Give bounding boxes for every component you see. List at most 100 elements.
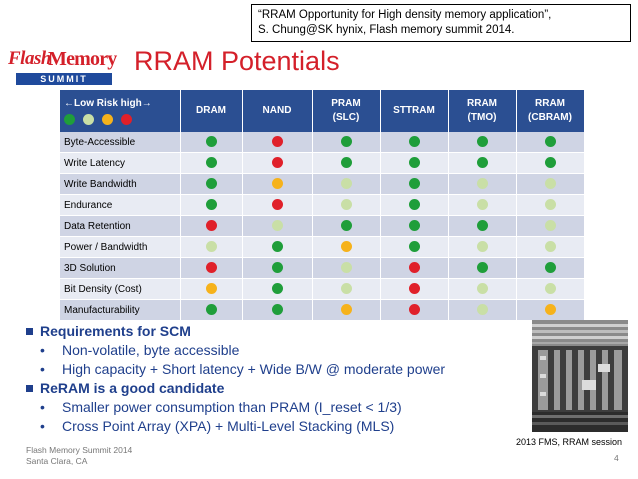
rating-cell xyxy=(516,152,585,174)
rating-cell xyxy=(242,299,313,321)
green-dot-icon xyxy=(408,220,420,232)
rating-cell xyxy=(380,236,449,258)
matrix-row: 3D Solution xyxy=(60,257,585,279)
row-label: Endurance xyxy=(60,194,181,216)
red-dot-icon xyxy=(408,283,420,295)
yellow-dot-icon xyxy=(205,283,217,295)
rating-cell xyxy=(380,299,449,321)
red-dot-icon xyxy=(408,262,420,274)
green-dot-icon xyxy=(340,136,352,148)
rating-cell xyxy=(380,215,449,237)
dot-bullet-icon: • xyxy=(40,342,45,358)
matrix-row: Data Retention xyxy=(60,215,585,237)
green-dot-icon xyxy=(340,220,352,232)
green-dot-icon xyxy=(408,241,420,253)
green-dot-icon xyxy=(205,157,217,169)
rating-cell xyxy=(516,299,585,321)
rating-cell xyxy=(312,257,381,279)
citation-line-1: “RRAM Opportunity for High density memor… xyxy=(258,9,552,21)
matrix-row: Power / Bandwidth xyxy=(60,236,585,258)
yellow-dot-icon xyxy=(271,178,283,190)
rating-cell xyxy=(380,132,449,153)
logo-flash-text: Flash xyxy=(8,48,51,69)
light-green-dot-icon xyxy=(340,178,352,190)
green-dot-icon xyxy=(476,157,488,169)
column-header: STTRAM xyxy=(380,90,449,132)
green-dot-icon xyxy=(205,304,217,316)
column-header: NAND xyxy=(242,90,313,132)
flash-memory-summit-logo: Flash Memory SUMMIT xyxy=(8,48,120,90)
rating-cell xyxy=(516,257,585,279)
rating-cell xyxy=(180,257,243,279)
photo-caption: 2013 FMS, RRAM session xyxy=(516,437,623,447)
red-dot-icon xyxy=(271,136,283,148)
rating-cell xyxy=(242,257,313,279)
rating-cell xyxy=(380,152,449,174)
bullet-sub: • Non-volatile, byte accessible xyxy=(40,342,240,358)
rram-die-photo-graphic xyxy=(532,320,628,432)
row-label: 3D Solution xyxy=(60,257,181,279)
light-green-dot-icon xyxy=(83,114,94,125)
slide-title: RRAM Potentials xyxy=(134,46,340,76)
green-dot-icon xyxy=(408,199,420,211)
red-dot-icon xyxy=(121,114,132,125)
bullet-sub: • High capacity + Short latency + Wide B/… xyxy=(40,361,446,377)
column-header: RRAM (TMO) xyxy=(448,90,517,132)
logo-summit-text: SUMMIT xyxy=(40,74,88,84)
light-green-dot-icon xyxy=(476,283,488,295)
bullet-list: Requirements for SCM • Non-volatile, byte… xyxy=(26,322,546,436)
matrix-header-row: ←Low Risk high→ DRAM NAND PRAM (SLC) STTR… xyxy=(60,90,585,132)
bullet-main: ReRAM is a good candidate xyxy=(26,379,546,398)
page-number: 4 xyxy=(614,453,619,463)
light-green-dot-icon xyxy=(476,241,488,253)
row-label: Manufacturability xyxy=(60,299,181,321)
risk-legend-label: ←Low Risk high→ xyxy=(64,98,152,109)
green-dot-icon xyxy=(205,178,217,190)
rating-cell xyxy=(448,299,517,321)
yellow-dot-icon xyxy=(544,304,556,316)
yellow-dot-icon xyxy=(340,241,352,253)
red-dot-icon xyxy=(205,262,217,274)
footer-line-1: Flash Memory Summit 2014 xyxy=(26,445,133,455)
matrix-row: Endurance xyxy=(60,194,585,216)
green-dot-icon xyxy=(544,136,556,148)
green-dot-icon xyxy=(340,157,352,169)
footer: Flash Memory Summit 2014 Santa Clara, CA xyxy=(26,445,132,467)
rating-cell xyxy=(516,132,585,153)
rating-cell xyxy=(448,215,517,237)
dot-bullet-icon: • xyxy=(40,418,45,434)
rating-cell xyxy=(180,132,243,153)
rating-matrix: ←Low Risk high→ DRAM NAND PRAM (SLC) STTR… xyxy=(60,90,585,321)
green-dot-icon xyxy=(271,262,283,274)
column-header: RRAM (CBRAM) xyxy=(516,90,585,132)
rating-cell xyxy=(180,236,243,258)
rating-cell xyxy=(516,236,585,258)
rating-cell xyxy=(180,152,243,174)
light-green-dot-icon xyxy=(544,178,556,190)
rating-cell xyxy=(312,236,381,258)
green-dot-icon xyxy=(476,220,488,232)
rating-cell xyxy=(448,152,517,174)
rating-cell xyxy=(380,278,449,300)
rating-cell xyxy=(312,215,381,237)
green-dot-icon xyxy=(408,178,420,190)
rating-cell xyxy=(380,173,449,195)
green-dot-icon xyxy=(271,304,283,316)
green-dot-icon xyxy=(271,283,283,295)
light-green-dot-icon xyxy=(544,241,556,253)
rating-cell xyxy=(448,132,517,153)
rating-cell xyxy=(448,173,517,195)
light-green-dot-icon xyxy=(544,220,556,232)
citation-box: “RRAM Opportunity for High density memor… xyxy=(251,4,631,42)
red-dot-icon xyxy=(271,157,283,169)
yellow-dot-icon xyxy=(340,304,352,316)
matrix-row: Manufacturability xyxy=(60,299,585,321)
green-dot-icon xyxy=(476,262,488,274)
rating-cell xyxy=(312,299,381,321)
matrix-row: Byte-Accessible xyxy=(60,132,585,153)
light-green-dot-icon xyxy=(205,241,217,253)
rating-cell xyxy=(180,194,243,216)
logo-memory-text: Memory xyxy=(48,48,117,70)
green-dot-icon xyxy=(476,136,488,148)
rating-cell xyxy=(180,299,243,321)
